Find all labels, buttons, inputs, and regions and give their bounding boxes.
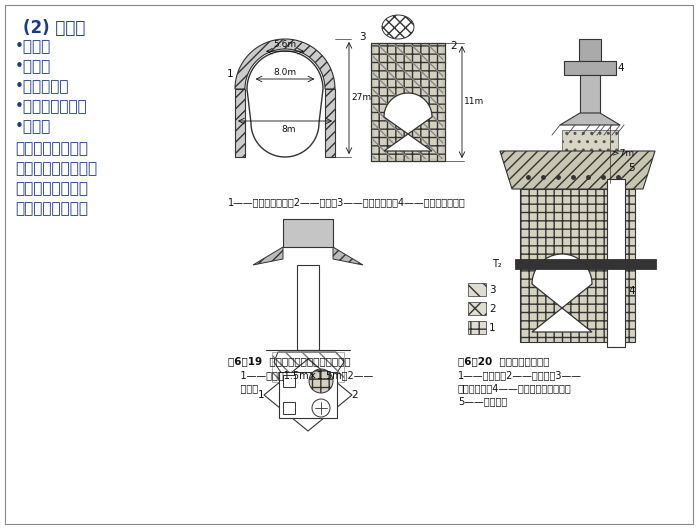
Text: (2) 治理：: (2) 治理： (23, 19, 85, 37)
Text: •灸注加固；: •灸注加固； (15, 79, 70, 94)
Text: 1: 1 (258, 390, 265, 400)
Text: 8.0m: 8.0m (274, 68, 297, 77)
Bar (564, 61, 616, 75)
Text: 1——石灰岩；2——石灰华；3——: 1——石灰岩；2——石灰华；3—— (458, 370, 582, 380)
Text: 当堆积物不易清除: 当堆积物不易清除 (15, 141, 88, 156)
Polygon shape (384, 93, 432, 151)
Bar (279, 372, 337, 418)
Polygon shape (560, 113, 620, 125)
Text: 1——挖孔杬1.5m×1.5m；2——: 1——挖孔杬1.5m×1.5m；2—— (228, 370, 373, 380)
Text: 2: 2 (489, 304, 496, 314)
Text: 5: 5 (628, 163, 634, 173)
Text: 4: 4 (617, 63, 623, 73)
Polygon shape (253, 247, 283, 265)
Text: 淤泥质累土；4——钉筋混凝土支承桶；: 淤泥质累土；4——钉筋混凝土支承桶； (458, 383, 572, 393)
Text: 2: 2 (450, 41, 456, 51)
Text: >7m: >7m (612, 149, 634, 158)
Bar (272, 352, 344, 382)
Bar (562, 130, 618, 180)
Bar (373, 45, 443, 159)
Polygon shape (532, 254, 592, 332)
Bar (325, 89, 335, 157)
Polygon shape (500, 151, 655, 189)
Bar (580, 75, 600, 113)
Bar (520, 189, 635, 342)
Text: 或不被冲失流走时，: 或不被冲失流走时， (15, 161, 97, 176)
Bar (283, 219, 333, 247)
Circle shape (309, 369, 333, 393)
Text: •压浆、旋器桶；: •压浆、旋器桶； (15, 99, 88, 114)
Bar (468, 321, 486, 334)
Text: 1——加宽隧道断面；2——拱跨；3——浆砌片石墙；4——钉筋混凝土板。: 1——加宽隧道断面；2——拱跨；3——浆砌片石墙；4——钉筋混凝土板。 (228, 197, 466, 207)
Polygon shape (264, 359, 352, 431)
Text: 图6－20  毛阵营隧道支承桶: 图6－20 毛阵营隧道支承桶 (458, 356, 549, 366)
Text: •桶基；: •桶基； (15, 119, 51, 134)
Polygon shape (333, 247, 363, 265)
Bar (468, 283, 486, 296)
Text: 5——边墙架。: 5——边墙架。 (458, 396, 507, 406)
Text: 石芽。: 石芽。 (228, 383, 258, 393)
Bar (515, 259, 656, 269)
Bar (607, 179, 625, 347)
Text: 可根据建筑物需要: 可根据建筑物需要 (15, 181, 88, 196)
Bar (579, 39, 601, 61)
Text: •夸越；: •夸越； (15, 59, 51, 74)
Text: 图6－19  杨家坡大桥１１号墩溂洞处理: 图6－19 杨家坡大桥１１号墩溂洞处理 (228, 356, 350, 366)
Text: 5.6m: 5.6m (274, 40, 297, 49)
Text: 3: 3 (489, 285, 496, 295)
Text: 2: 2 (352, 390, 358, 400)
Text: 27m: 27m (351, 93, 371, 102)
Bar (468, 302, 486, 315)
Text: 4: 4 (628, 286, 634, 296)
Bar (235, 89, 245, 157)
Polygon shape (274, 352, 344, 380)
Text: •挖填；: •挖填； (15, 39, 51, 54)
Bar (283, 402, 295, 414)
Text: 1: 1 (227, 69, 234, 79)
Polygon shape (247, 51, 323, 157)
Bar (297, 265, 319, 350)
Polygon shape (235, 39, 335, 89)
Bar (283, 375, 295, 387)
Text: 1: 1 (489, 323, 496, 333)
Circle shape (312, 399, 330, 417)
Ellipse shape (382, 15, 414, 39)
Text: T₂: T₂ (492, 259, 502, 269)
Bar (371, 43, 445, 161)
Text: 11m: 11m (464, 97, 484, 106)
Text: 8m: 8m (282, 125, 296, 134)
Text: 作支承桶或摩擦桶: 作支承桶或摩擦桶 (15, 201, 88, 216)
Text: 3: 3 (359, 32, 366, 42)
